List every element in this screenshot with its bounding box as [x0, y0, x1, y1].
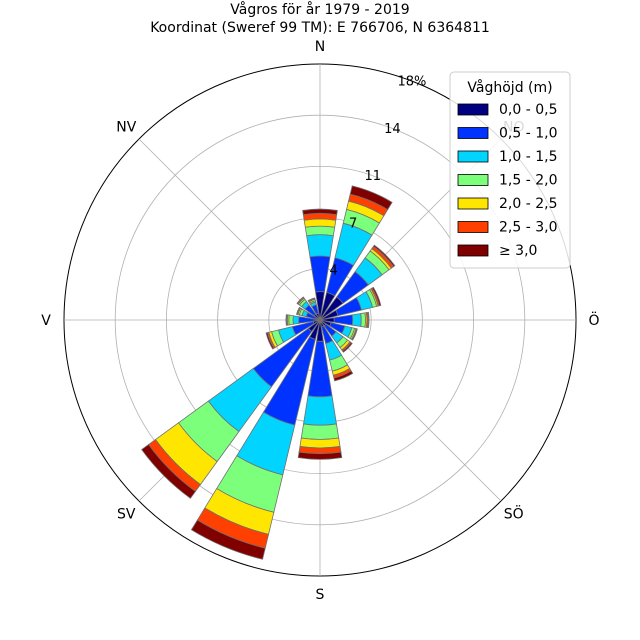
compass-label: SV	[117, 507, 136, 523]
rose-bar-segment	[333, 314, 354, 326]
legend: Våghöjd (m) 0,0 - 0,5 0,5 - 1,0 1,0 - 1,5 1…	[449, 71, 571, 269]
legend-label: 0,0 - 0,5	[499, 102, 557, 118]
rose-bar-segment	[304, 225, 336, 237]
radial-tick-label: 7	[349, 216, 357, 231]
rose-bar-segment	[300, 423, 340, 440]
legend-label: 0,5 - 1,0	[499, 126, 557, 142]
rose-bar-segment	[302, 208, 338, 216]
compass-label: S	[316, 587, 325, 603]
compass-label: V	[41, 313, 51, 329]
rose-bar-segment	[296, 296, 305, 305]
rose-bar-segment	[351, 313, 362, 327]
radial-tick-label: 14	[384, 122, 401, 137]
rose-bar-segment	[288, 314, 294, 326]
rose-bar-segment	[372, 244, 396, 268]
radial-tick-label: 4	[329, 264, 337, 279]
legend-label: 2,0 - 2,5	[499, 196, 557, 212]
rose-bar-segment	[303, 395, 337, 426]
legend-label: 1,0 - 1,5	[499, 149, 557, 165]
legend-items: 0,0 - 0,5 0,5 - 1,0 1,0 - 1,5 1,5 - 2,0 2,0 …	[457, 102, 557, 259]
rose-bar-segment	[342, 342, 353, 353]
radial-tick-label: 18%	[398, 74, 427, 89]
rose-bar-segment	[371, 286, 382, 307]
legend-frame	[449, 71, 571, 269]
radial-tick-labels: 4 7 11 14 18%	[329, 74, 426, 278]
rose-bar-segment	[297, 451, 343, 460]
legend-label: 1,5 - 2,0	[499, 173, 557, 189]
radial-tick-label: 11	[365, 169, 382, 184]
legend-swatch	[457, 150, 489, 163]
rose-bar-segment	[307, 297, 316, 302]
rose-bar-segment	[292, 315, 300, 325]
rose-bar-segment	[333, 370, 354, 382]
legend-swatch	[457, 244, 489, 257]
rose-bar-segment	[296, 306, 301, 316]
rose-bars	[141, 185, 396, 560]
rose-bar-segment	[360, 312, 366, 328]
compass-label: SÖ	[504, 505, 524, 523]
compass-label: Ö	[588, 311, 599, 329]
rose-bar-segment	[285, 314, 288, 326]
compass-label: N	[315, 39, 325, 55]
rose-bar-segment	[190, 519, 266, 560]
chart-subtitle: Koordinat (Sweref 99 TM): E 766706, N 63…	[150, 20, 490, 36]
compass-label: NV	[116, 119, 136, 135]
grid-spoke	[319, 319, 502, 502]
chart-title: Vågros för år 1979 - 2019	[230, 1, 409, 18]
legend-title: Våghöjd (m)	[467, 79, 552, 96]
legend-label: 2,5 - 3,0	[499, 220, 557, 236]
rose-bar-segment	[349, 185, 393, 211]
legend-label: ≥ 3,0	[499, 243, 537, 259]
rose-bar-segment	[306, 234, 334, 258]
legend-swatch	[457, 197, 489, 210]
grid-spoke	[138, 138, 321, 321]
rose-bar-segment	[351, 328, 358, 341]
legend-swatch	[457, 174, 489, 186]
legend-swatch	[457, 103, 489, 116]
rose-bar-segment	[303, 218, 337, 228]
legend-swatch	[457, 221, 489, 233]
legend-swatch	[457, 127, 489, 139]
rose-bar-segment	[299, 437, 341, 449]
rose-bar-segment	[309, 255, 331, 293]
rose-bar-segment	[367, 311, 370, 329]
rose-bar-segment	[265, 332, 275, 350]
rose-bar-segment	[141, 443, 197, 499]
